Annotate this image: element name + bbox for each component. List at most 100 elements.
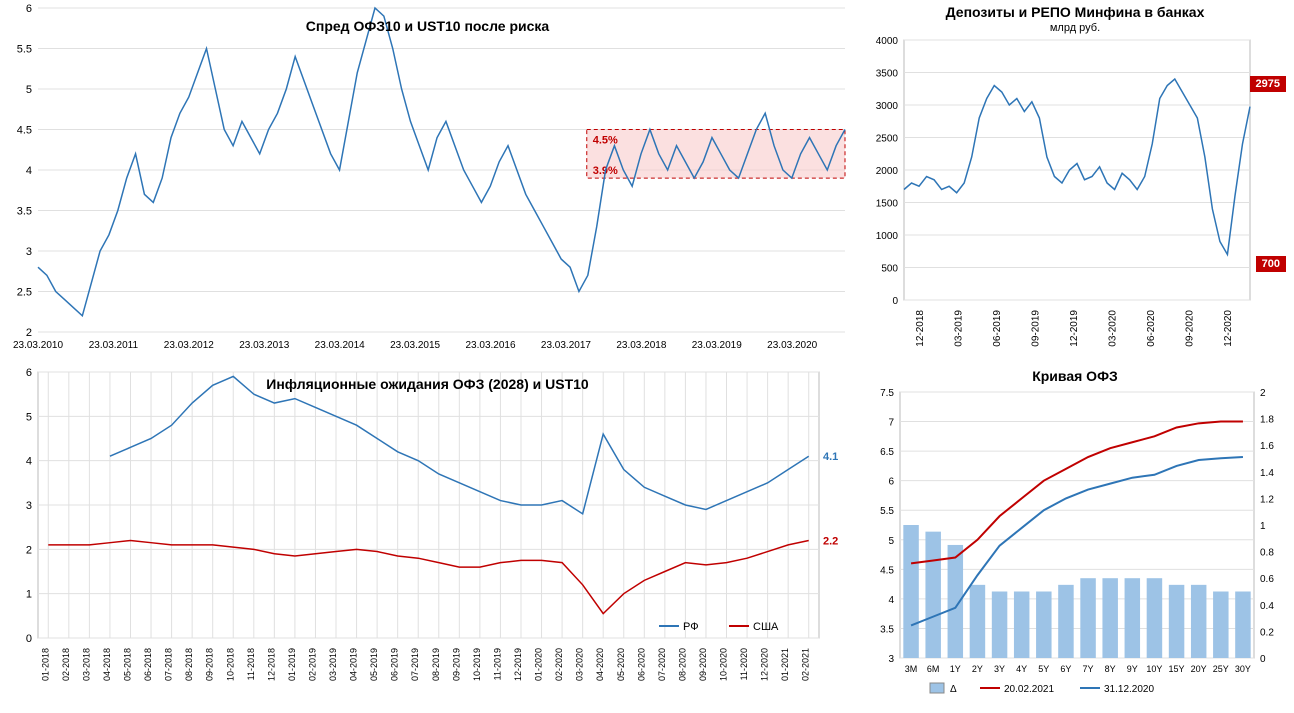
svg-text:12-2020: 12-2020 [760,648,770,681]
svg-text:01-2019: 01-2019 [287,648,297,681]
svg-text:2Y: 2Y [972,664,983,674]
svg-text:5Y: 5Y [1038,664,1049,674]
svg-text:04-2019: 04-2019 [349,648,359,681]
chart2-callout-top: 2975 [1250,76,1286,92]
svg-text:07-2020: 07-2020 [657,648,667,681]
svg-text:4.5: 4.5 [17,125,32,137]
svg-text:01-2020: 01-2020 [534,648,544,681]
svg-text:12-2018: 12-2018 [915,310,926,347]
svg-text:06-2018: 06-2018 [143,648,153,681]
svg-text:04-2018: 04-2018 [102,648,112,681]
svg-text:3500: 3500 [876,69,899,80]
svg-text:12-2018: 12-2018 [266,648,276,681]
svg-text:500: 500 [881,264,898,275]
svg-text:09-2018: 09-2018 [205,648,215,681]
svg-text:12-2020: 12-2020 [1223,310,1234,347]
svg-text:05-2018: 05-2018 [122,648,132,681]
svg-text:09-2020: 09-2020 [698,648,708,681]
svg-text:10-2020: 10-2020 [719,648,729,681]
svg-text:3Y: 3Y [994,664,1005,674]
svg-text:23.03.2016: 23.03.2016 [465,340,515,351]
svg-text:0.6: 0.6 [1260,574,1274,585]
chart-inflation: Инфляционные ожидания ОФЗ (2028) и UST10… [0,362,855,708]
svg-text:06-2020: 06-2020 [636,648,646,681]
svg-text:3: 3 [888,654,894,665]
svg-text:10Y: 10Y [1146,664,1162,674]
svg-text:07-2019: 07-2019 [410,648,420,681]
svg-text:6: 6 [888,477,894,488]
chart2-callout-bot: 700 [1256,256,1286,272]
svg-text:08-2018: 08-2018 [184,648,194,681]
svg-text:РФ: РФ [683,621,699,633]
svg-text:08-2020: 08-2020 [677,648,687,681]
svg-text:4Y: 4Y [1016,664,1027,674]
svg-text:15Y: 15Y [1169,664,1185,674]
svg-text:1.2: 1.2 [1260,494,1274,505]
chart1-svg: 22.533.544.555.5623.03.201023.03.201123.… [0,0,855,360]
svg-text:6Y: 6Y [1060,664,1071,674]
svg-text:11-2018: 11-2018 [246,648,256,680]
svg-text:1.4: 1.4 [1260,468,1274,479]
svg-text:1: 1 [1260,521,1266,532]
svg-text:3: 3 [26,500,32,512]
svg-text:1.6: 1.6 [1260,441,1274,452]
svg-text:0.2: 0.2 [1260,627,1274,638]
svg-text:0.4: 0.4 [1260,601,1274,612]
svg-text:23.03.2012: 23.03.2012 [164,340,214,351]
svg-text:8Y: 8Y [1105,664,1116,674]
chart2-title: Депозиты и РЕПО Минфина в банках [860,4,1290,20]
svg-text:02-2018: 02-2018 [61,648,71,681]
svg-text:0: 0 [892,296,898,307]
svg-text:23.03.2019: 23.03.2019 [692,340,742,351]
svg-text:23.03.2010: 23.03.2010 [13,340,63,351]
svg-text:25Y: 25Y [1213,664,1229,674]
svg-text:06-2019: 06-2019 [992,310,1003,347]
svg-text:02-2021: 02-2021 [801,648,811,681]
svg-text:09-2019: 09-2019 [1031,310,1042,347]
svg-text:2.5: 2.5 [17,287,32,299]
svg-text:01-2021: 01-2021 [780,648,790,681]
chart2-subtitle: млрд руб. [860,22,1290,34]
svg-text:11-2019: 11-2019 [492,648,502,680]
svg-text:10-2018: 10-2018 [225,648,235,681]
svg-text:7Y: 7Y [1083,664,1094,674]
svg-text:2: 2 [26,327,32,339]
svg-text:07-2018: 07-2018 [164,648,174,681]
svg-text:4: 4 [26,456,32,468]
svg-text:США: США [753,621,779,633]
svg-text:5.5: 5.5 [17,44,32,56]
svg-text:5: 5 [26,411,32,423]
chart4-svg: 33.544.555.566.577.500.20.40.60.811.21.4… [860,362,1290,708]
svg-text:03-2019: 03-2019 [954,310,965,347]
svg-text:3M: 3M [905,664,918,674]
svg-text:2000: 2000 [876,166,899,177]
chart3-svg: 012345601-201802-201803-201804-201805-20… [0,362,855,708]
svg-text:04-2020: 04-2020 [595,648,605,681]
chart2-svg: 0500100015002000250030003500400012-20180… [860,0,1290,360]
svg-text:23.03.2011: 23.03.2011 [89,340,139,351]
svg-text:3: 3 [26,246,32,258]
svg-text:31.12.2020: 31.12.2020 [1104,684,1154,695]
svg-text:23.03.2013: 23.03.2013 [239,340,289,351]
svg-text:4: 4 [26,165,32,177]
svg-text:4000: 4000 [876,36,899,47]
svg-text:12-2019: 12-2019 [1069,310,1080,347]
svg-text:7.5: 7.5 [880,388,894,399]
svg-text:30Y: 30Y [1235,664,1251,674]
svg-text:0: 0 [1260,654,1266,665]
svg-text:7: 7 [888,418,894,429]
svg-text:03-2018: 03-2018 [81,648,91,681]
svg-text:23.03.2014: 23.03.2014 [315,340,365,351]
svg-text:02-2020: 02-2020 [554,648,564,681]
svg-text:0: 0 [26,633,32,645]
svg-text:2500: 2500 [876,134,899,145]
svg-text:Δ: Δ [950,684,957,695]
svg-text:20.02.2021: 20.02.2021 [1004,684,1054,695]
svg-text:01-2018: 01-2018 [40,648,50,681]
svg-text:0.8: 0.8 [1260,548,1274,559]
svg-text:6: 6 [26,3,32,15]
svg-text:03-2020: 03-2020 [575,648,585,681]
svg-text:09-2020: 09-2020 [1184,310,1195,347]
svg-text:2.2: 2.2 [823,535,838,547]
svg-text:3000: 3000 [876,101,899,112]
